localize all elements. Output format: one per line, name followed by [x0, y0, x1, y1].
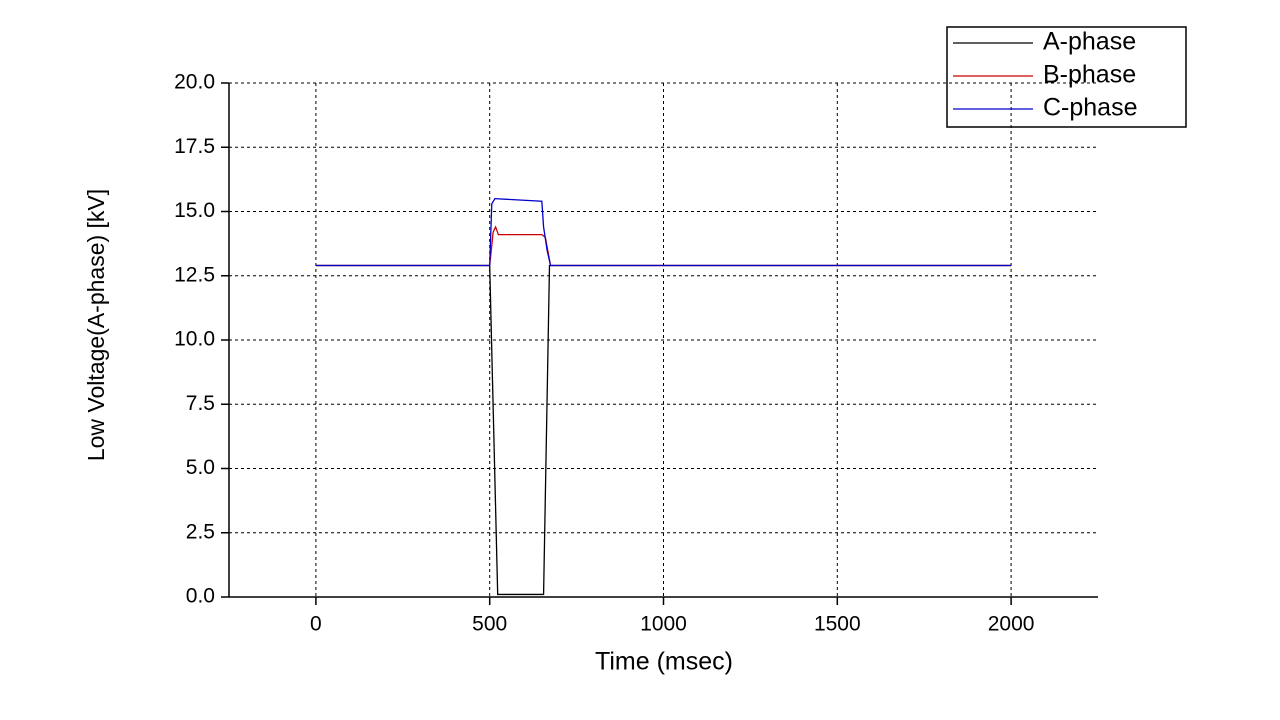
y-tick-label: 15.0 [174, 199, 215, 222]
y-tick-label: 7.5 [186, 392, 215, 415]
y-tick-label: 12.5 [174, 263, 215, 286]
legend-label: C-phase [1043, 94, 1138, 122]
x-tick-label: 2000 [988, 613, 1035, 636]
y-tick-label: 20.0 [174, 71, 215, 94]
y-axis-label: Low Voltage(A-phase) [kV] [83, 189, 109, 461]
y-tick-label: 2.5 [186, 520, 215, 543]
x-tick-label: 500 [472, 613, 507, 636]
x-tick-label: 1500 [814, 613, 861, 636]
data-line [315, 197, 1012, 267]
y-tick-label: 0.0 [186, 585, 215, 608]
legend-label: A-phase [1043, 28, 1136, 56]
legend-label: B-phase [1043, 61, 1136, 89]
y-tick-label: 10.0 [174, 328, 215, 351]
x-tick-label: 0 [310, 613, 322, 636]
x-axis-label: Time (msec) [595, 648, 733, 676]
x-tick-label: 1000 [640, 613, 687, 636]
y-tick-label: 17.5 [174, 135, 215, 158]
legend-box [946, 26, 1187, 128]
y-tick-label: 5.0 [186, 456, 215, 479]
